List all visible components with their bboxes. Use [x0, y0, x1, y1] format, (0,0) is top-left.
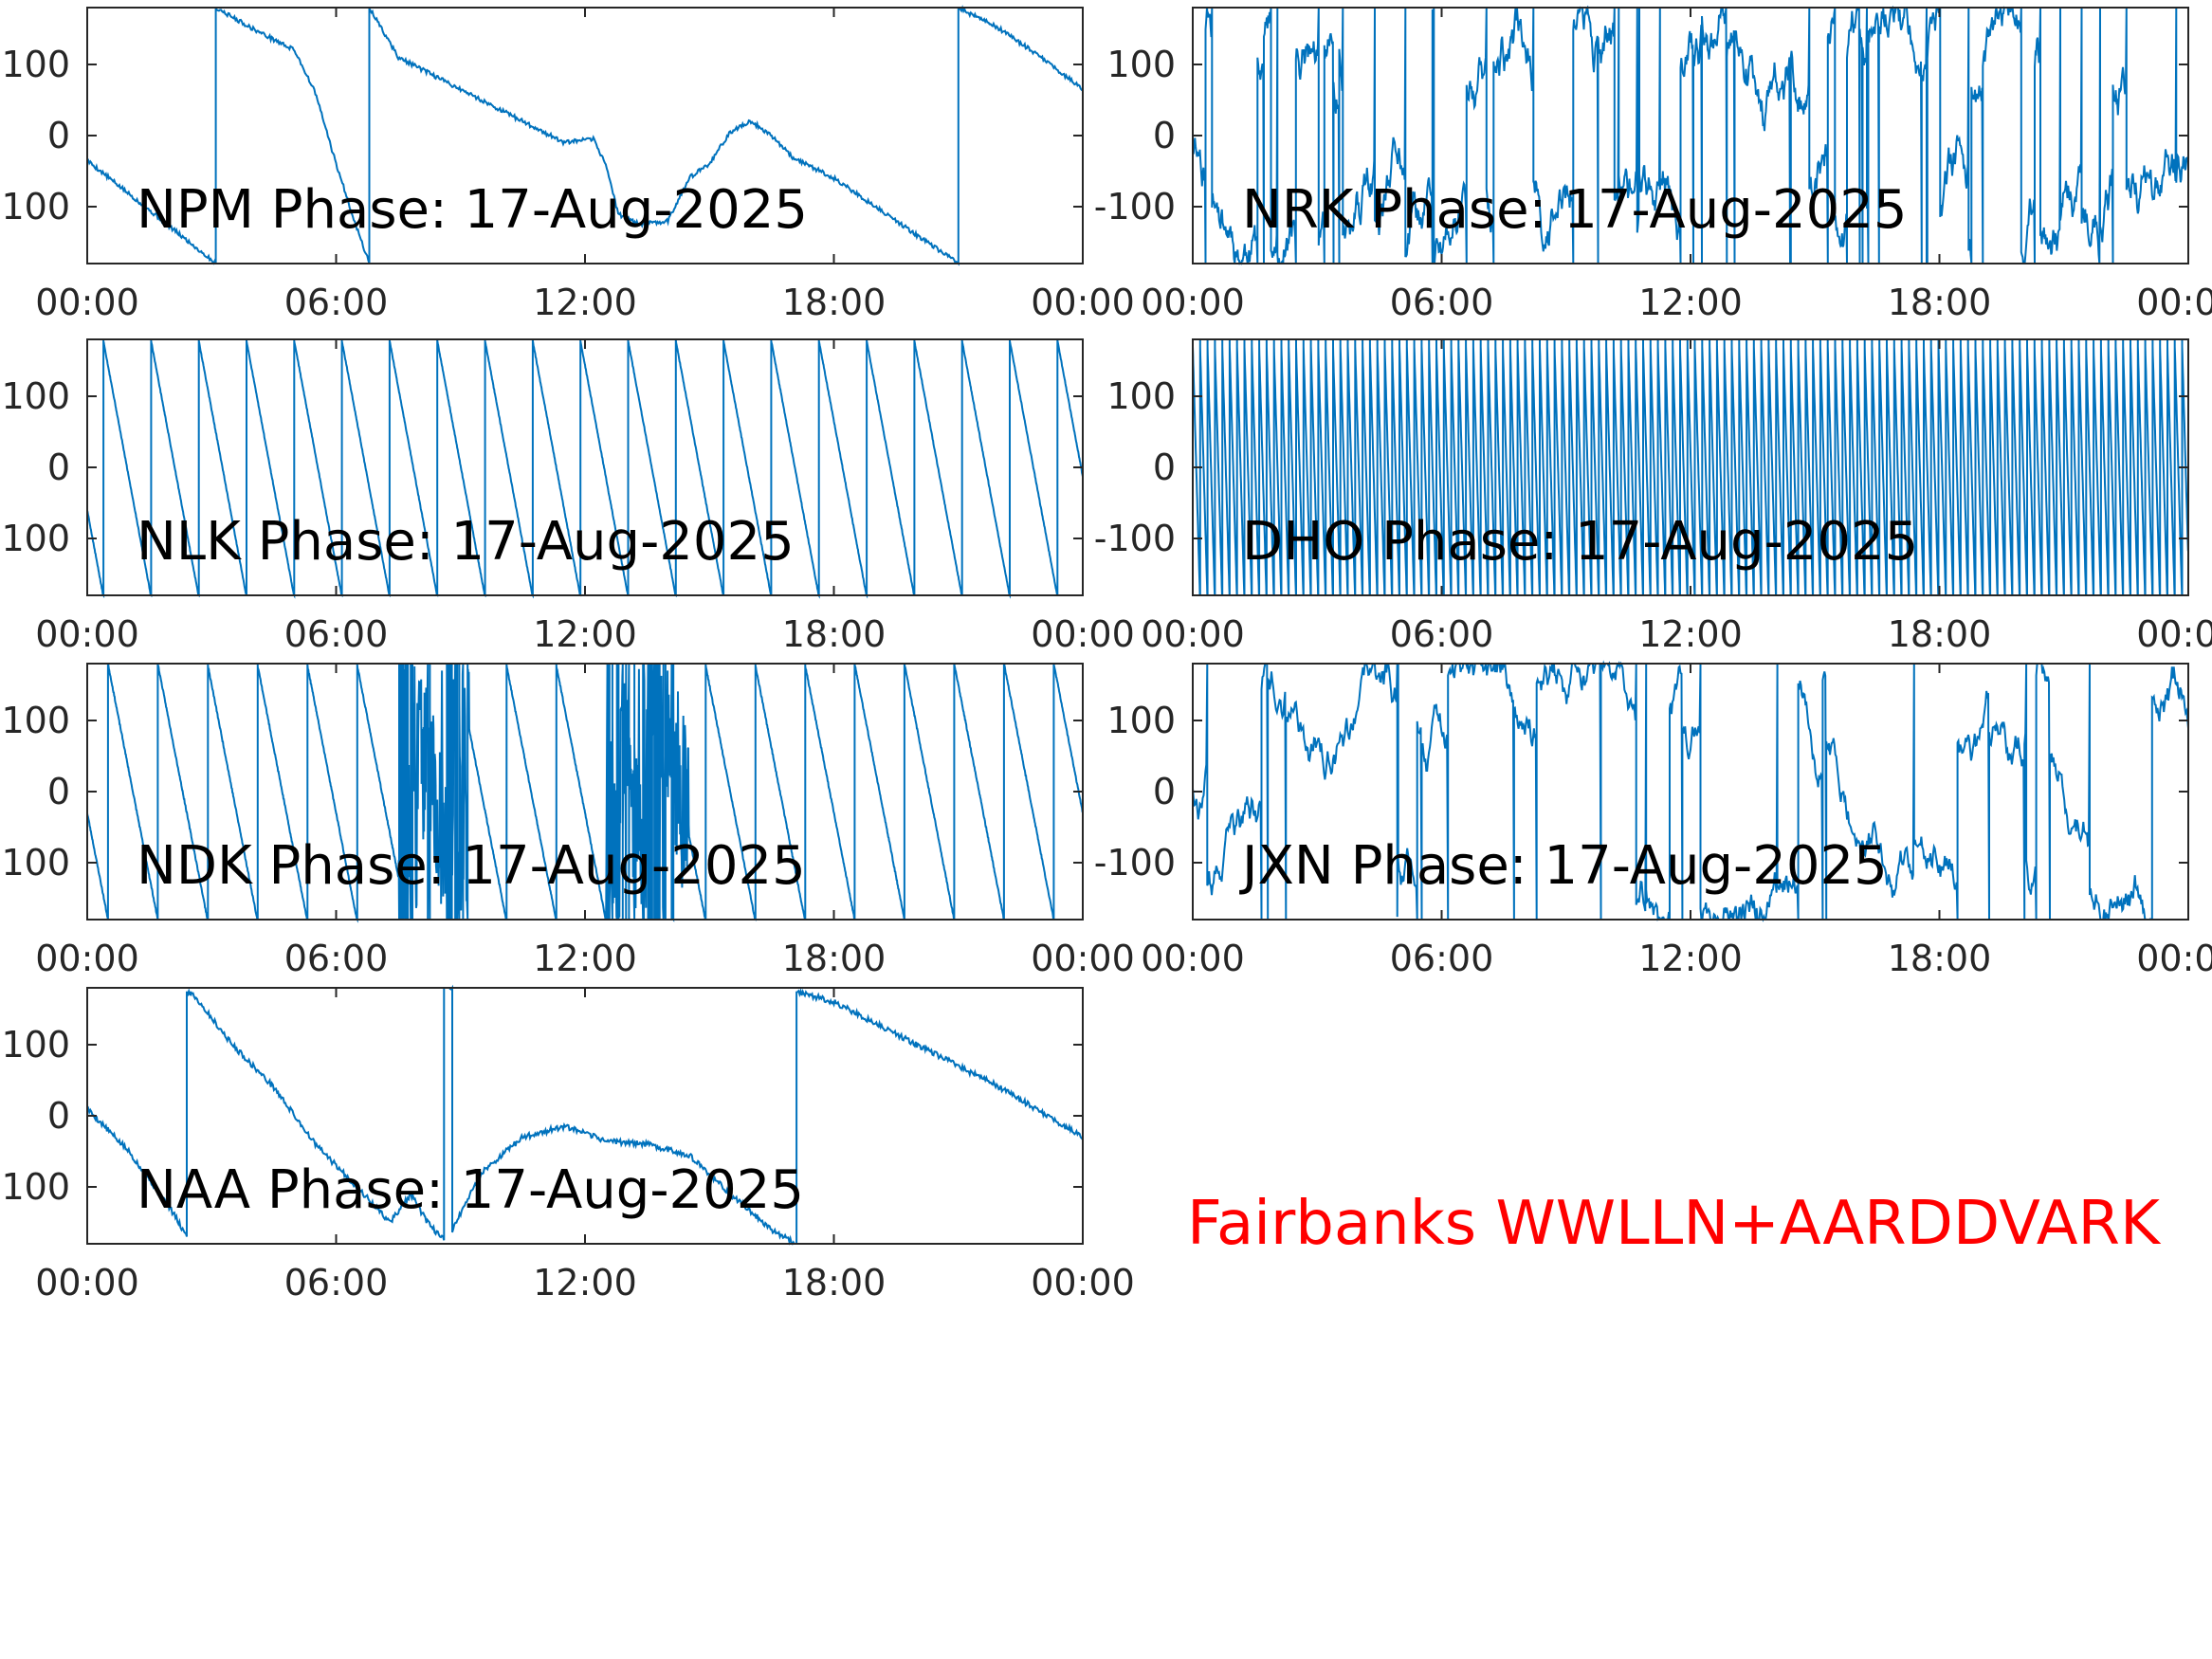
x-tick-label: 18:00 [1888, 282, 1992, 323]
y-tick-label: 0 [1153, 447, 1176, 488]
panel-jxn: 00:00 06:00 12:00 18:00 00:00 -100 0 100 JXN Pha… [1094, 660, 2212, 979]
panel-dho: 00:00 06:00 12:00 18:00 00:00 -100 0 100 DHO Pha… [1094, 338, 2212, 655]
y-tick-label: 100 [1, 1024, 70, 1066]
phase-line-jxn [1192, 660, 2189, 922]
x-tick-label: 06:00 [284, 938, 389, 979]
x-tick-label: 12:00 [533, 282, 637, 323]
x-tick-label: 18:00 [782, 282, 887, 323]
panel-title-naa: NAA Phase: 17-Aug-2025 [137, 1159, 804, 1221]
x-tick-label: 00:00 [1031, 1262, 1135, 1304]
panel-ndk: 00:00 06:00 12:00 18:00 00:00 -100 0 100 NDK Pha… [0, 663, 1135, 979]
site-label: Fairbanks WWLLN+AARDDVARK [1187, 1189, 2162, 1259]
y-tick-label: 0 [47, 115, 70, 156]
x-tick-label: 12:00 [533, 613, 637, 655]
y-tick-label: 100 [1, 375, 70, 417]
y-tick-label: 100 [1, 44, 70, 85]
x-tick-label: 12:00 [533, 938, 637, 979]
x-tick-label: 18:00 [1888, 613, 1992, 655]
x-tick-label: 00:00 [35, 613, 139, 655]
panel-nrk: 00:00 06:00 12:00 18:00 00:00 -100 0 100 NRK Pha… [1094, 5, 2212, 323]
x-tick-label: 18:00 [782, 1262, 887, 1304]
y-tick-label: -100 [0, 186, 70, 228]
x-tick-label: 06:00 [1390, 282, 1494, 323]
x-tick-label: 06:00 [284, 282, 389, 323]
x-tick-label: 00:00 [2136, 613, 2212, 655]
x-tick-label: 12:00 [1638, 938, 1743, 979]
x-tick-label: 00:00 [35, 282, 139, 323]
x-tick-label: 00:00 [1141, 613, 1245, 655]
panel-nlk: 00:00 06:00 12:00 18:00 00:00 -100 0 100 NLK Pha… [0, 338, 1135, 655]
x-tick-label: 18:00 [1888, 938, 1992, 979]
x-tick-label: 00:00 [1031, 282, 1135, 323]
y-tick-label: 100 [1106, 700, 1176, 741]
y-tick-label: -100 [0, 842, 70, 884]
y-tick-label: 100 [1, 700, 70, 741]
phase-panels: 00:00 06:00 12:00 18:00 00:00 -100 0 100 NPM Pha… [0, 5, 2212, 1304]
x-tick-label: 00:00 [1031, 613, 1135, 655]
y-tick-label: 0 [1153, 771, 1176, 812]
y-tick-label: 0 [47, 1095, 70, 1137]
y-tick-label: -100 [0, 1166, 70, 1208]
x-tick-label: 06:00 [284, 613, 389, 655]
phase-line-nlk [86, 339, 1084, 599]
x-tick-label: 06:00 [1390, 613, 1494, 655]
panel-npm: 00:00 06:00 12:00 18:00 00:00 -100 0 100 NPM Pha… [0, 5, 1135, 323]
phase-line-dho [1192, 339, 2189, 596]
y-tick-label: -100 [1094, 518, 1176, 559]
y-tick-label: 100 [1106, 375, 1176, 417]
panel-title-ndk: NDK Phase: 17-Aug-2025 [137, 835, 806, 897]
x-tick-label: 18:00 [782, 613, 887, 655]
x-tick-label: 00:00 [2136, 282, 2212, 323]
phase-line-naa [86, 984, 1084, 1246]
x-tick-label: 12:00 [533, 1262, 637, 1304]
x-tick-label: 00:00 [2136, 938, 2212, 979]
panel-title-jxn: JXN Phase: 17-Aug-2025 [1239, 835, 1888, 897]
x-tick-label: 00:00 [35, 1262, 139, 1304]
y-tick-label: -100 [1094, 842, 1176, 884]
x-tick-label: 06:00 [284, 1262, 389, 1304]
y-tick-label: -100 [1094, 186, 1176, 228]
x-tick-label: 18:00 [782, 938, 887, 979]
x-tick-label: 06:00 [1390, 938, 1494, 979]
x-tick-label: 00:00 [1141, 282, 1245, 323]
x-tick-label: 00:00 [35, 938, 139, 979]
y-tick-label: 0 [1153, 115, 1176, 156]
x-tick-label: 12:00 [1638, 282, 1743, 323]
panel-title-nrk: NRK Phase: 17-Aug-2025 [1242, 179, 1908, 241]
y-tick-label: -100 [0, 518, 70, 559]
y-tick-label: 0 [47, 447, 70, 488]
x-tick-label: 00:00 [1141, 938, 1245, 979]
panel-title-nlk: NLK Phase: 17-Aug-2025 [137, 511, 795, 573]
y-tick-label: 0 [47, 771, 70, 812]
y-tick-label: 100 [1106, 44, 1176, 85]
phase-line-nrk [1192, 5, 2189, 265]
phase-line-ndk [86, 663, 1084, 923]
panel-naa: 00:00 06:00 12:00 18:00 00:00 -100 0 100 NAA Pha… [0, 984, 1135, 1304]
panel-title-dho: DHO Phase: 17-Aug-2025 [1242, 511, 1918, 573]
phase-line-npm [86, 5, 1084, 266]
x-tick-label: 00:00 [1031, 938, 1135, 979]
x-tick-label: 12:00 [1638, 613, 1743, 655]
panel-title-npm: NPM Phase: 17-Aug-2025 [137, 179, 808, 241]
